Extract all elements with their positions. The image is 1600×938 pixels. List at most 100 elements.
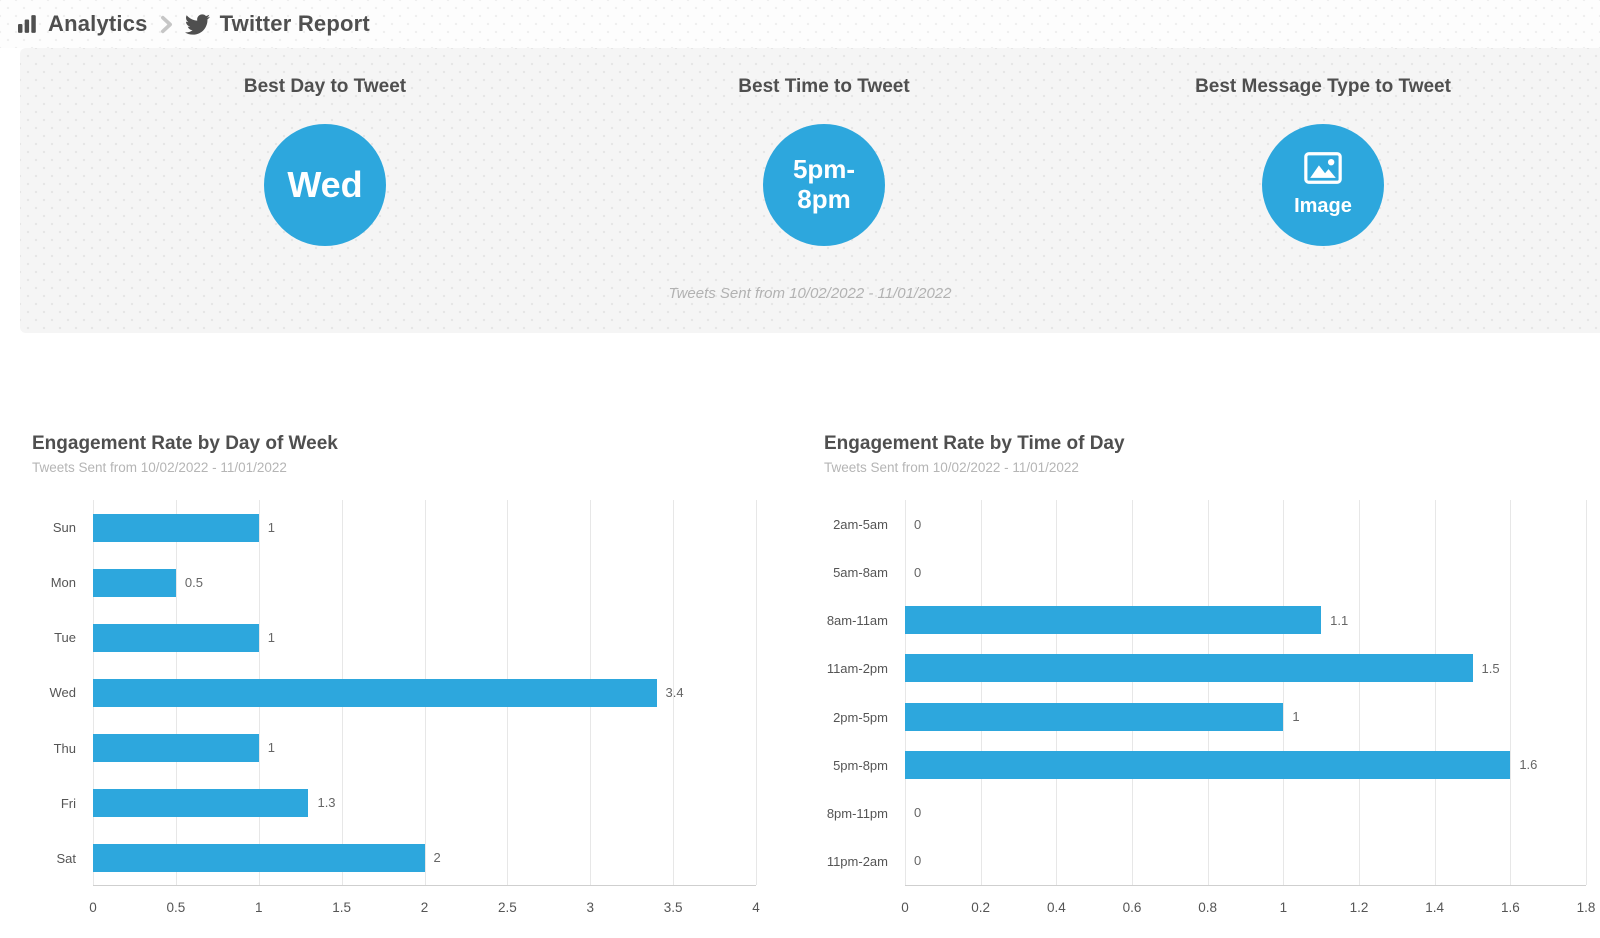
gridline bbox=[1207, 500, 1209, 885]
chart-title: Engagement Rate by Time of Day bbox=[824, 433, 1125, 454]
breadcrumb-page-title: Twitter Report bbox=[219, 11, 370, 36]
value-label: 0 bbox=[914, 853, 922, 869]
x-tick-label: 0.8 bbox=[1198, 900, 1218, 915]
breadcrumb: Analytics Twitter Report bbox=[0, 0, 1600, 48]
category-label: 11pm-2am bbox=[826, 854, 888, 870]
category-label: Thu bbox=[53, 740, 76, 756]
breadcrumb-analytics-link[interactable]: Analytics bbox=[48, 11, 148, 36]
bar[interactable] bbox=[905, 654, 1473, 683]
x-tick-label: 2.5 bbox=[497, 900, 517, 915]
value-label: 1.6 bbox=[1519, 757, 1538, 773]
gridline bbox=[1586, 500, 1587, 885]
x-tick-label: 3.5 bbox=[663, 900, 683, 915]
x-tick-label: 1.6 bbox=[1500, 900, 1520, 915]
value-label: 0 bbox=[914, 564, 922, 580]
bar-row: 1.1 bbox=[905, 596, 1586, 644]
category-label: Mon bbox=[50, 575, 76, 591]
x-tick-label: 0.2 bbox=[971, 900, 991, 915]
x-tick-label: 1 bbox=[1279, 900, 1288, 915]
gridline bbox=[1359, 500, 1360, 885]
best-time-value: 5pm- 8pm bbox=[792, 154, 856, 214]
y-axis-labels: 2am-5am 5am-8am 8am-11am 11am-2pm 2pm-5pm 5pm… bbox=[824, 500, 905, 886]
value-label: 1 bbox=[1292, 709, 1300, 725]
bar[interactable] bbox=[93, 733, 259, 762]
best-message-type-circle: Image bbox=[1262, 124, 1384, 246]
bar[interactable] bbox=[905, 750, 1511, 779]
bar[interactable] bbox=[93, 843, 425, 872]
x-tick-label: 0.5 bbox=[166, 900, 186, 915]
value-label: 1.5 bbox=[1481, 660, 1500, 676]
bar-row: 0 bbox=[905, 500, 1586, 548]
best-day-value: Wed bbox=[287, 164, 363, 205]
value-label: 0 bbox=[914, 516, 922, 532]
category-label: 2am-5am bbox=[833, 516, 888, 532]
bar[interactable] bbox=[93, 568, 176, 597]
x-tick-label: 0.4 bbox=[1046, 900, 1066, 915]
bar-rows: 1 0.5 1 3.4 1 1.3 2 bbox=[93, 500, 756, 885]
value-label: 2 bbox=[433, 850, 441, 865]
bar-row: 0 bbox=[905, 548, 1586, 596]
best-message-type-heading: Best Message Type to Tweet bbox=[1195, 76, 1451, 97]
chart-engagement-by-time: Engagement Rate by Time of Day Tweets Se… bbox=[824, 432, 1595, 915]
best-message-type-value: Image bbox=[1294, 195, 1352, 217]
bar-row: 2 bbox=[93, 830, 756, 885]
bar-row: 1 bbox=[905, 693, 1586, 741]
bar[interactable] bbox=[93, 513, 259, 542]
category-label: 8pm-11pm bbox=[826, 806, 888, 822]
bar[interactable] bbox=[93, 678, 657, 707]
chevron-right-icon bbox=[160, 15, 173, 34]
bar[interactable] bbox=[905, 606, 1322, 635]
chart-title: Engagement Rate by Day of Week bbox=[32, 433, 338, 454]
category-label: 5pm-8pm bbox=[833, 757, 888, 773]
bar-rows: 0 0 1.1 1.5 1 1.6 0 0 bbox=[905, 500, 1586, 885]
bar[interactable] bbox=[93, 788, 309, 817]
plot-area: 0 0 1.1 1.5 1 1.6 0 0 bbox=[905, 500, 1587, 886]
x-tick-label: 2 bbox=[420, 900, 429, 915]
plot-area: 1 0.5 1 3.4 1 1.3 2 bbox=[93, 500, 757, 886]
best-day-circle: Wed bbox=[264, 124, 386, 246]
y-axis-labels: Sun Mon Tue Wed Thu Fri Sat bbox=[32, 500, 93, 886]
category-label: 11am-2pm bbox=[826, 661, 888, 677]
x-tick-label: 1.5 bbox=[332, 900, 352, 915]
x-tick-label: 4 bbox=[752, 900, 760, 915]
category-label: Tue bbox=[54, 630, 76, 646]
category-label: Wed bbox=[49, 685, 77, 701]
bar[interactable] bbox=[93, 623, 259, 652]
x-tick-label: 0.6 bbox=[1122, 900, 1142, 915]
gridline bbox=[905, 500, 906, 885]
gridline bbox=[1056, 500, 1058, 885]
category-label: Sat bbox=[56, 850, 76, 866]
gridline bbox=[1132, 500, 1133, 885]
bar-row: 0 bbox=[905, 837, 1586, 885]
value-label: 0 bbox=[914, 805, 922, 821]
category-label: Sun bbox=[52, 520, 76, 536]
x-tick-label: 1.2 bbox=[1349, 900, 1369, 915]
gridline bbox=[1434, 500, 1436, 885]
bar-row: 1 bbox=[93, 610, 756, 665]
charts-section: Engagement Rate by Day of Week Tweets Se… bbox=[0, 432, 1600, 937]
x-tick-label: 3 bbox=[586, 900, 595, 915]
gridline bbox=[1510, 500, 1512, 885]
image-icon bbox=[1304, 152, 1342, 189]
category-label: 5am-8am bbox=[833, 564, 888, 580]
x-axis-labels: 0 0.5 1 1.5 2 2.5 3 3.5 4 bbox=[89, 894, 760, 922]
value-label: 1 bbox=[267, 740, 275, 755]
value-label: 0.5 bbox=[184, 575, 203, 590]
best-time-card: Best Time to Tweet 5pm- 8pm bbox=[574, 76, 1074, 246]
bar-row: 0 bbox=[905, 789, 1586, 837]
x-tick-label: 1.8 bbox=[1576, 900, 1596, 915]
bar[interactable] bbox=[905, 702, 1284, 731]
x-tick-label: 1.4 bbox=[1425, 900, 1445, 915]
bar-row: 1 bbox=[93, 500, 756, 555]
category-label: 2pm-5pm bbox=[833, 709, 888, 725]
x-tick-label: 0 bbox=[89, 900, 97, 915]
bar-row: 1.5 bbox=[905, 644, 1586, 692]
best-message-type-card: Best Message Type to Tweet Image bbox=[1073, 76, 1573, 246]
gridline bbox=[1283, 500, 1285, 885]
best-day-heading: Best Day to Tweet bbox=[243, 76, 407, 97]
bar-row: 1 bbox=[93, 720, 756, 775]
gridline bbox=[673, 500, 675, 885]
best-time-heading: Best Time to Tweet bbox=[738, 76, 910, 97]
x-tick-label: 0 bbox=[901, 900, 909, 915]
value-label: 1.3 bbox=[317, 795, 336, 810]
